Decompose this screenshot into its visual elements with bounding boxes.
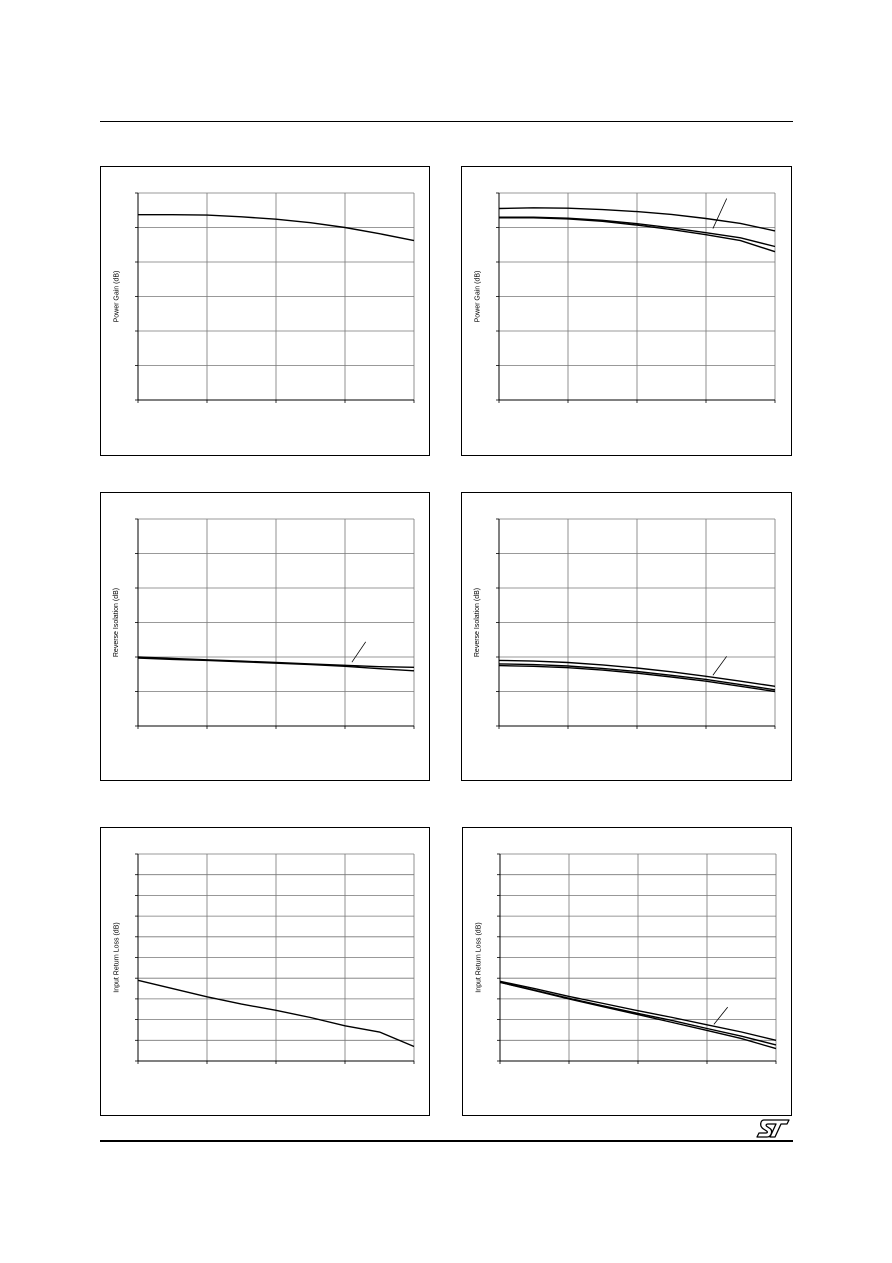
y-axis-label: Reverse Isolation (dB) bbox=[474, 587, 482, 658]
series-line-1 bbox=[499, 980, 777, 1041]
input-return-loss-chart-right: Input Return Loss (dB) bbox=[462, 827, 792, 1116]
series-line-1 bbox=[138, 214, 415, 242]
header-rule bbox=[100, 121, 793, 122]
leader-line bbox=[712, 656, 728, 676]
series-line-2 bbox=[498, 663, 776, 691]
y-axis-label: Input Return Loss (dB) bbox=[475, 922, 483, 993]
leader-line bbox=[712, 198, 728, 229]
y-axis-label: Input Return Loss (dB) bbox=[113, 922, 121, 993]
input-return-loss-chart-left: Input Return Loss (dB) bbox=[100, 827, 430, 1116]
series-line-1 bbox=[498, 207, 776, 232]
series-line-1 bbox=[498, 659, 776, 687]
leader-line bbox=[713, 1006, 729, 1025]
st-logo: ST bbox=[756, 1119, 790, 1138]
plot-canvas bbox=[496, 192, 776, 403]
power-gain-chart-left: Power Gain (dB) bbox=[100, 166, 430, 456]
series-line-2 bbox=[137, 657, 415, 672]
reverse-isolation-chart-right: Reverse Isolation (dB) bbox=[461, 492, 792, 781]
plot-canvas bbox=[135, 192, 415, 403]
leader-line bbox=[351, 641, 367, 663]
plot-canvas bbox=[496, 518, 776, 729]
power-gain-chart-right: Power Gain (dB) bbox=[461, 166, 792, 456]
plot-canvas bbox=[135, 518, 415, 729]
y-axis-label: Power Gain (dB) bbox=[112, 270, 120, 323]
series-line-3 bbox=[499, 981, 777, 1050]
series-line-3 bbox=[499, 217, 776, 253]
series-line-3 bbox=[498, 664, 776, 693]
plot-canvas bbox=[135, 853, 415, 1064]
y-axis-label: Reverse Isolation (dB) bbox=[113, 587, 121, 658]
plot-canvas bbox=[497, 853, 777, 1064]
footer-rule bbox=[100, 1140, 793, 1142]
reverse-isolation-chart-left: Reverse Isolation (dB) bbox=[100, 492, 430, 781]
y-axis-label: Power Gain (dB) bbox=[473, 270, 481, 323]
series-line-1 bbox=[137, 979, 415, 1048]
